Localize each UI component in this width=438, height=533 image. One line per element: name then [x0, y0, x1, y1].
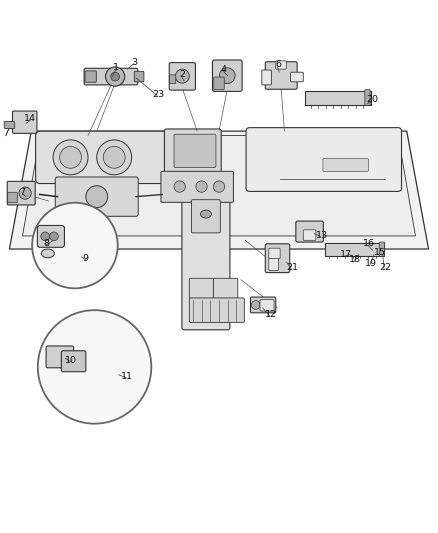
Circle shape: [97, 140, 132, 175]
Circle shape: [196, 181, 207, 192]
Circle shape: [106, 67, 125, 86]
Text: 6: 6: [275, 60, 281, 69]
FancyBboxPatch shape: [265, 62, 297, 89]
Text: 12: 12: [265, 310, 276, 319]
Text: 18: 18: [349, 255, 361, 264]
FancyBboxPatch shape: [251, 297, 276, 313]
Circle shape: [175, 69, 189, 83]
Circle shape: [53, 140, 88, 175]
Text: 7: 7: [20, 188, 25, 197]
FancyBboxPatch shape: [7, 181, 35, 205]
Circle shape: [49, 232, 58, 241]
FancyBboxPatch shape: [379, 242, 385, 256]
FancyBboxPatch shape: [134, 71, 144, 82]
Text: 21: 21: [286, 263, 298, 272]
Circle shape: [219, 68, 235, 84]
FancyBboxPatch shape: [174, 134, 216, 167]
Circle shape: [251, 301, 260, 309]
Ellipse shape: [201, 210, 212, 218]
FancyBboxPatch shape: [84, 68, 138, 85]
FancyBboxPatch shape: [265, 244, 290, 272]
Text: 1: 1: [113, 63, 120, 72]
FancyBboxPatch shape: [212, 60, 242, 92]
FancyBboxPatch shape: [170, 75, 176, 84]
Text: 20: 20: [367, 95, 379, 104]
Ellipse shape: [41, 249, 54, 258]
FancyBboxPatch shape: [262, 70, 272, 85]
Polygon shape: [22, 135, 416, 236]
FancyBboxPatch shape: [246, 128, 402, 191]
Text: 8: 8: [43, 239, 49, 248]
FancyBboxPatch shape: [303, 230, 316, 240]
Circle shape: [38, 310, 151, 424]
FancyBboxPatch shape: [35, 131, 175, 183]
FancyBboxPatch shape: [191, 200, 220, 233]
Text: 4: 4: [220, 64, 226, 74]
Text: 13: 13: [315, 231, 328, 239]
FancyBboxPatch shape: [269, 258, 279, 270]
FancyBboxPatch shape: [296, 221, 323, 242]
FancyBboxPatch shape: [4, 122, 14, 128]
FancyBboxPatch shape: [46, 346, 74, 368]
FancyBboxPatch shape: [276, 61, 286, 69]
FancyBboxPatch shape: [214, 77, 224, 90]
FancyBboxPatch shape: [169, 62, 195, 90]
FancyBboxPatch shape: [37, 225, 64, 247]
Text: 2: 2: [179, 70, 185, 79]
Circle shape: [60, 147, 81, 168]
FancyBboxPatch shape: [164, 129, 221, 173]
FancyBboxPatch shape: [325, 243, 384, 256]
FancyBboxPatch shape: [161, 171, 233, 203]
Text: 9: 9: [83, 254, 89, 263]
Circle shape: [32, 203, 118, 288]
FancyBboxPatch shape: [8, 192, 17, 203]
Text: 3: 3: [131, 58, 137, 67]
FancyBboxPatch shape: [213, 278, 238, 298]
FancyBboxPatch shape: [365, 90, 370, 106]
Text: 14: 14: [25, 115, 36, 124]
Circle shape: [103, 147, 125, 168]
FancyBboxPatch shape: [260, 300, 274, 311]
FancyBboxPatch shape: [55, 177, 138, 216]
Text: 22: 22: [379, 263, 391, 272]
Text: 10: 10: [64, 356, 77, 365]
FancyBboxPatch shape: [305, 91, 371, 104]
Polygon shape: [10, 131, 428, 249]
Text: 11: 11: [121, 372, 133, 381]
Text: 19: 19: [365, 259, 377, 268]
FancyBboxPatch shape: [85, 71, 96, 82]
Circle shape: [41, 232, 49, 241]
Text: 15: 15: [374, 248, 386, 256]
Circle shape: [111, 72, 120, 81]
Circle shape: [174, 181, 185, 192]
Circle shape: [86, 185, 108, 207]
FancyBboxPatch shape: [61, 351, 86, 372]
FancyBboxPatch shape: [323, 159, 368, 171]
Circle shape: [19, 187, 31, 199]
Text: 16: 16: [363, 239, 375, 248]
FancyBboxPatch shape: [290, 72, 303, 82]
Text: 17: 17: [339, 250, 352, 259]
FancyBboxPatch shape: [189, 278, 214, 298]
FancyBboxPatch shape: [189, 298, 244, 322]
FancyBboxPatch shape: [12, 111, 37, 133]
Text: 23: 23: [152, 90, 164, 99]
Circle shape: [213, 181, 225, 192]
FancyBboxPatch shape: [182, 199, 230, 330]
FancyBboxPatch shape: [269, 248, 280, 259]
